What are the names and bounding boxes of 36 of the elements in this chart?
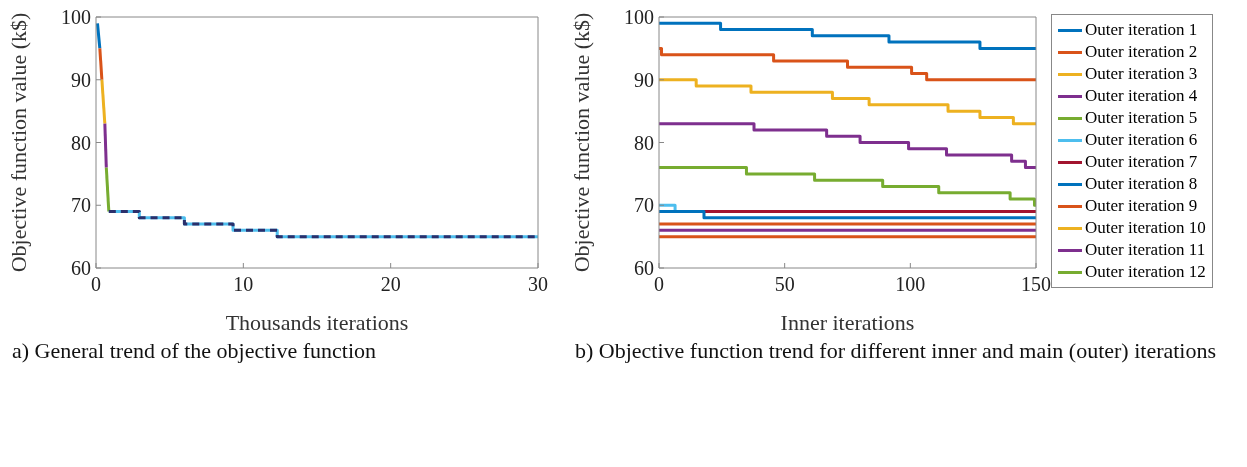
y-tick-label: 100 [61,6,91,29]
y-tick-label: 60 [634,257,654,280]
text: a) General trend of the objective function [12,338,378,364]
x-tick-label: 20 [380,273,401,296]
x-tick-label: 10 [233,273,254,296]
y-tick-label: 70 [71,194,91,217]
x-tick-label: 50 [774,273,795,296]
y-axis-title: Objective function value (k$) [5,12,31,273]
y-tick-label: 70 [634,194,654,217]
x-tick-label: 30 [528,273,548,296]
legend-label: Outer iteration 8 [1085,174,1198,194]
y-tick-label: 100 [624,6,654,29]
legend-label: Outer iteration 9 [1085,196,1198,216]
y-tick-label: 80 [71,131,91,154]
x-axis-title: Thousands iterations [225,310,409,335]
legend-label: Outer iteration 5 [1085,108,1198,128]
y-tick-label: 90 [634,68,654,91]
legend-label: Outer iteration 6 [1085,130,1198,150]
x-tick-label: 100 [895,273,926,296]
y-tick-label: 60 [71,257,91,280]
legend-label: Outer iteration 7 [1085,152,1198,172]
x-axis-title: Inner iterations [780,310,915,335]
legend-label: Outer iteration 3 [1085,64,1198,84]
legend-label: Outer iteration 11 [1085,240,1206,260]
x-tick-label: 150 [1021,273,1051,296]
legend-label: Outer iteration 4 [1085,86,1198,106]
y-tick-label: 90 [71,68,91,91]
legend-label: Outer iteration 10 [1085,218,1206,238]
y-axis-title: Objective function value (k$) [568,12,594,273]
x-tick-label: 0 [654,273,664,296]
legend-label: Outer iteration 1 [1085,20,1198,40]
legend-label: Outer iteration 12 [1085,262,1206,282]
y-tick-label: 80 [634,131,654,154]
text: b) Objective function trend for different inner and main (outer) iterations [575,338,1218,364]
x-tick-label: 0 [91,273,101,296]
legend-label: Outer iteration 2 [1085,42,1198,62]
